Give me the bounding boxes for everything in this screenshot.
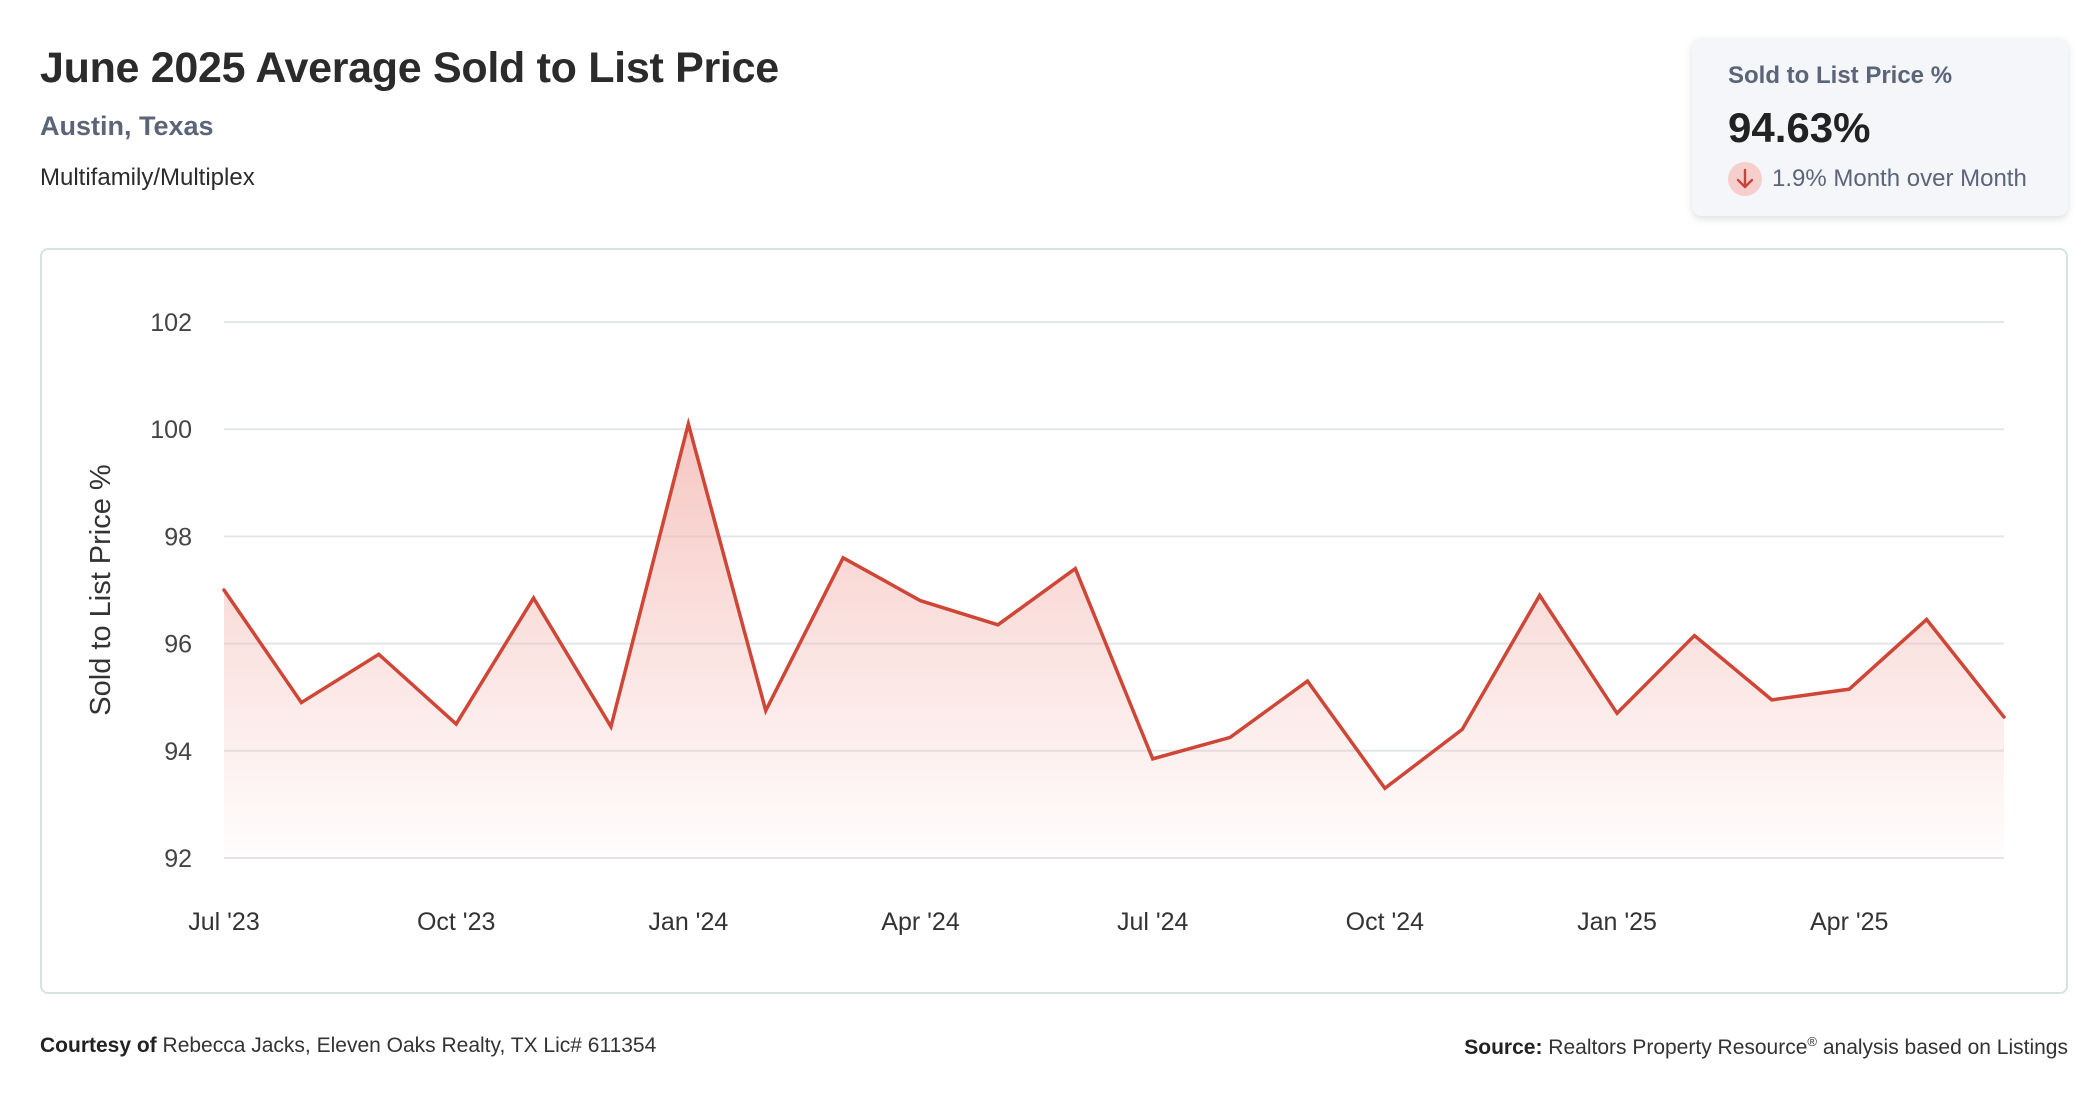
x-tick-label: Jan '24 bbox=[648, 908, 728, 936]
location-subtitle: Austin, Texas bbox=[40, 111, 214, 141]
registered-mark: ® bbox=[1807, 1034, 1817, 1049]
y-tick-label-92: 92 bbox=[164, 845, 192, 873]
x-tick-label: Apr '25 bbox=[1810, 908, 1888, 936]
y-tick-label-98: 98 bbox=[164, 523, 192, 551]
page-title: June 2025 Average Sold to List Price bbox=[40, 44, 779, 92]
y-tick-label-96: 96 bbox=[164, 631, 192, 659]
x-tick-label: Oct '24 bbox=[1346, 908, 1425, 936]
property-category: Multifamily/Multiplex bbox=[40, 164, 255, 191]
x-tick-label: Apr '24 bbox=[881, 908, 960, 936]
y-tick-label-102: 102 bbox=[150, 309, 192, 337]
courtesy-text: Rebecca Jacks, Eleven Oaks Realty, TX Li… bbox=[162, 1034, 657, 1057]
footer-source: Source: Realtors Property Resource® anal… bbox=[1464, 1034, 2068, 1060]
source-label: Source: bbox=[1464, 1036, 1543, 1059]
stat-change-text: 1.9% Month over Month bbox=[1772, 165, 2027, 192]
stat-label: Sold to List Price % bbox=[1728, 62, 1953, 89]
y-tick-label-100: 100 bbox=[150, 416, 192, 444]
series-area bbox=[224, 423, 2004, 858]
footer-courtesy: Courtesy of Rebecca Jacks, Eleven Oaks R… bbox=[40, 1034, 656, 1058]
report-header: June 2025 Average Sold to List Price Aus… bbox=[40, 44, 779, 192]
source-text-b: analysis based on Listings bbox=[1817, 1036, 2068, 1059]
chart-card: 92 94 96 98 100 102 Sold to List Price % Jul '2… bbox=[40, 248, 2068, 994]
x-tick-label: Jul '23 bbox=[188, 908, 259, 936]
series-line bbox=[222, 416, 2006, 791]
x-tick-label: Jan '25 bbox=[1577, 908, 1657, 936]
stat-change: 1.9% Month over Month bbox=[1728, 162, 2068, 196]
stat-card: Sold to List Price % 94.63% 1.9% Month o… bbox=[1692, 38, 2068, 216]
y-tick-label-94: 94 bbox=[164, 738, 192, 766]
arrow-down-icon bbox=[1728, 162, 1762, 196]
y-axis-label: Sold to List Price % bbox=[85, 464, 117, 715]
stat-value: 94.63% bbox=[1728, 104, 1871, 151]
source-text-a: Realtors Property Resource bbox=[1548, 1036, 1808, 1059]
x-tick-label: Jul '24 bbox=[1117, 908, 1189, 936]
x-tick-label: Oct '23 bbox=[417, 908, 495, 936]
sold-to-list-chart: 92 94 96 98 100 102 Sold to List Price % Jul '2… bbox=[85, 309, 2006, 936]
courtesy-label: Courtesy of bbox=[40, 1034, 157, 1057]
